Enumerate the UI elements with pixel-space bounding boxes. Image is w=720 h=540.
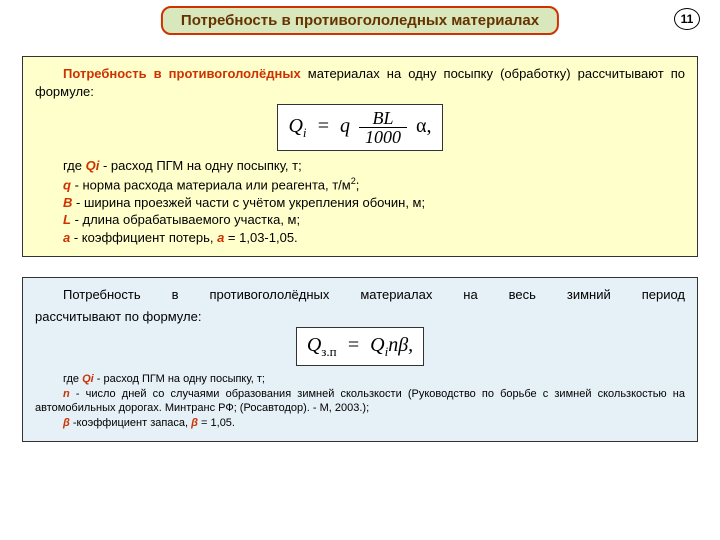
- p1-def-qi: где Qi - расход ПГМ на одну посыпку, т;: [35, 157, 685, 175]
- p1-q-sym: q: [63, 177, 71, 192]
- header-row: Потребность в противогололедных материал…: [0, 0, 720, 44]
- f2-lhs-sub: з.п: [321, 344, 336, 359]
- p2-n-def: - число дней со случаями образования зим…: [35, 388, 685, 415]
- p1-qi-sym: Qi: [86, 158, 100, 173]
- p1-qi-def: - расход ПГМ на одну посыпку, т;: [99, 158, 301, 173]
- p1-a-def-b: = 1,03-1,05.: [224, 230, 297, 245]
- p1-b-sym: B: [63, 195, 72, 210]
- f2-lhs-sym: Q: [307, 334, 321, 356]
- p2-beta-def-b: = 1,05.: [198, 417, 235, 429]
- p1-def-a: a - коэффициент потерь, a = 1,03-1,05.: [35, 229, 685, 247]
- p1-q-def-a: - норма расхода материала или реагента, …: [71, 177, 351, 192]
- f1-frac-num: BL: [359, 109, 407, 127]
- p1-where: где: [63, 158, 86, 173]
- p1-def-q: q - норма расхода материала или реагента…: [35, 175, 685, 194]
- p2-beta-sym: β: [63, 417, 70, 429]
- page-title: Потребность в противогололедных материал…: [161, 6, 559, 35]
- p1-l-def: - длина обрабатываемого участка, м;: [71, 212, 300, 227]
- panel-winter-period: Потребность в противогололёдных материал…: [22, 277, 698, 442]
- p1-def-l: L - длина обрабатываемого участка, м;: [35, 211, 685, 229]
- page-number: 11: [674, 8, 700, 30]
- panel2-formula: Qз.п = Qinβ,: [296, 327, 424, 366]
- panel2-intro-line2: рассчитывают по формуле:: [35, 308, 685, 326]
- p2-beta-sym2: β: [191, 417, 198, 429]
- panel2-intro-line1: Потребность в противогололёдных материал…: [35, 286, 685, 304]
- p2-where: где: [63, 373, 82, 385]
- panel-single-treatment: Потребность в противогололёдных материал…: [22, 56, 698, 257]
- p2-qi-sym: Qi: [82, 373, 94, 385]
- p2-def-qi: где Qi - расход ПГМ на одну посыпку, т;: [35, 372, 685, 387]
- f1-q: q: [340, 115, 350, 137]
- f1-frac: BL 1000: [359, 109, 407, 146]
- panel1-intro: Потребность в противогололёдных материал…: [35, 65, 685, 100]
- p1-q-def-b: ;: [356, 177, 360, 192]
- p2-beta-def-a: -коэффициент запаса,: [70, 417, 191, 429]
- panel2-formula-wrap: Qз.п = Qinβ,: [35, 327, 685, 366]
- p1-def-b: B - ширина проезжей части с учётом укреп…: [35, 194, 685, 212]
- f1-frac-den: 1000: [359, 127, 407, 146]
- p1-b-def: - ширина проезжей части с учётом укрепле…: [72, 195, 425, 210]
- p2-qi-def: - расход ПГМ на одну посыпку, т;: [94, 373, 265, 385]
- f1-lhs-sub: i: [303, 125, 307, 140]
- f2-rhs1-sym: Q: [370, 334, 384, 356]
- p1-l-sym: L: [63, 212, 71, 227]
- f2-rhs2: nβ,: [388, 334, 413, 356]
- panel1-formula: Qi = q BL 1000 α,: [277, 104, 442, 151]
- p2-def-beta: β -коэффициент запаса, β = 1,05.: [35, 416, 685, 431]
- p2-def-n: n - число дней со случаями образования з…: [35, 387, 685, 417]
- panel1-intro-bold: Потребность в противогололёдных: [63, 66, 301, 81]
- f1-lhs-sym: Q: [288, 115, 302, 137]
- panel1-formula-wrap: Qi = q BL 1000 α,: [35, 104, 685, 151]
- p1-a-def-a: - коэффициент потерь,: [70, 230, 217, 245]
- p2-n-sym: n: [63, 388, 70, 400]
- f1-tail: α,: [416, 115, 431, 137]
